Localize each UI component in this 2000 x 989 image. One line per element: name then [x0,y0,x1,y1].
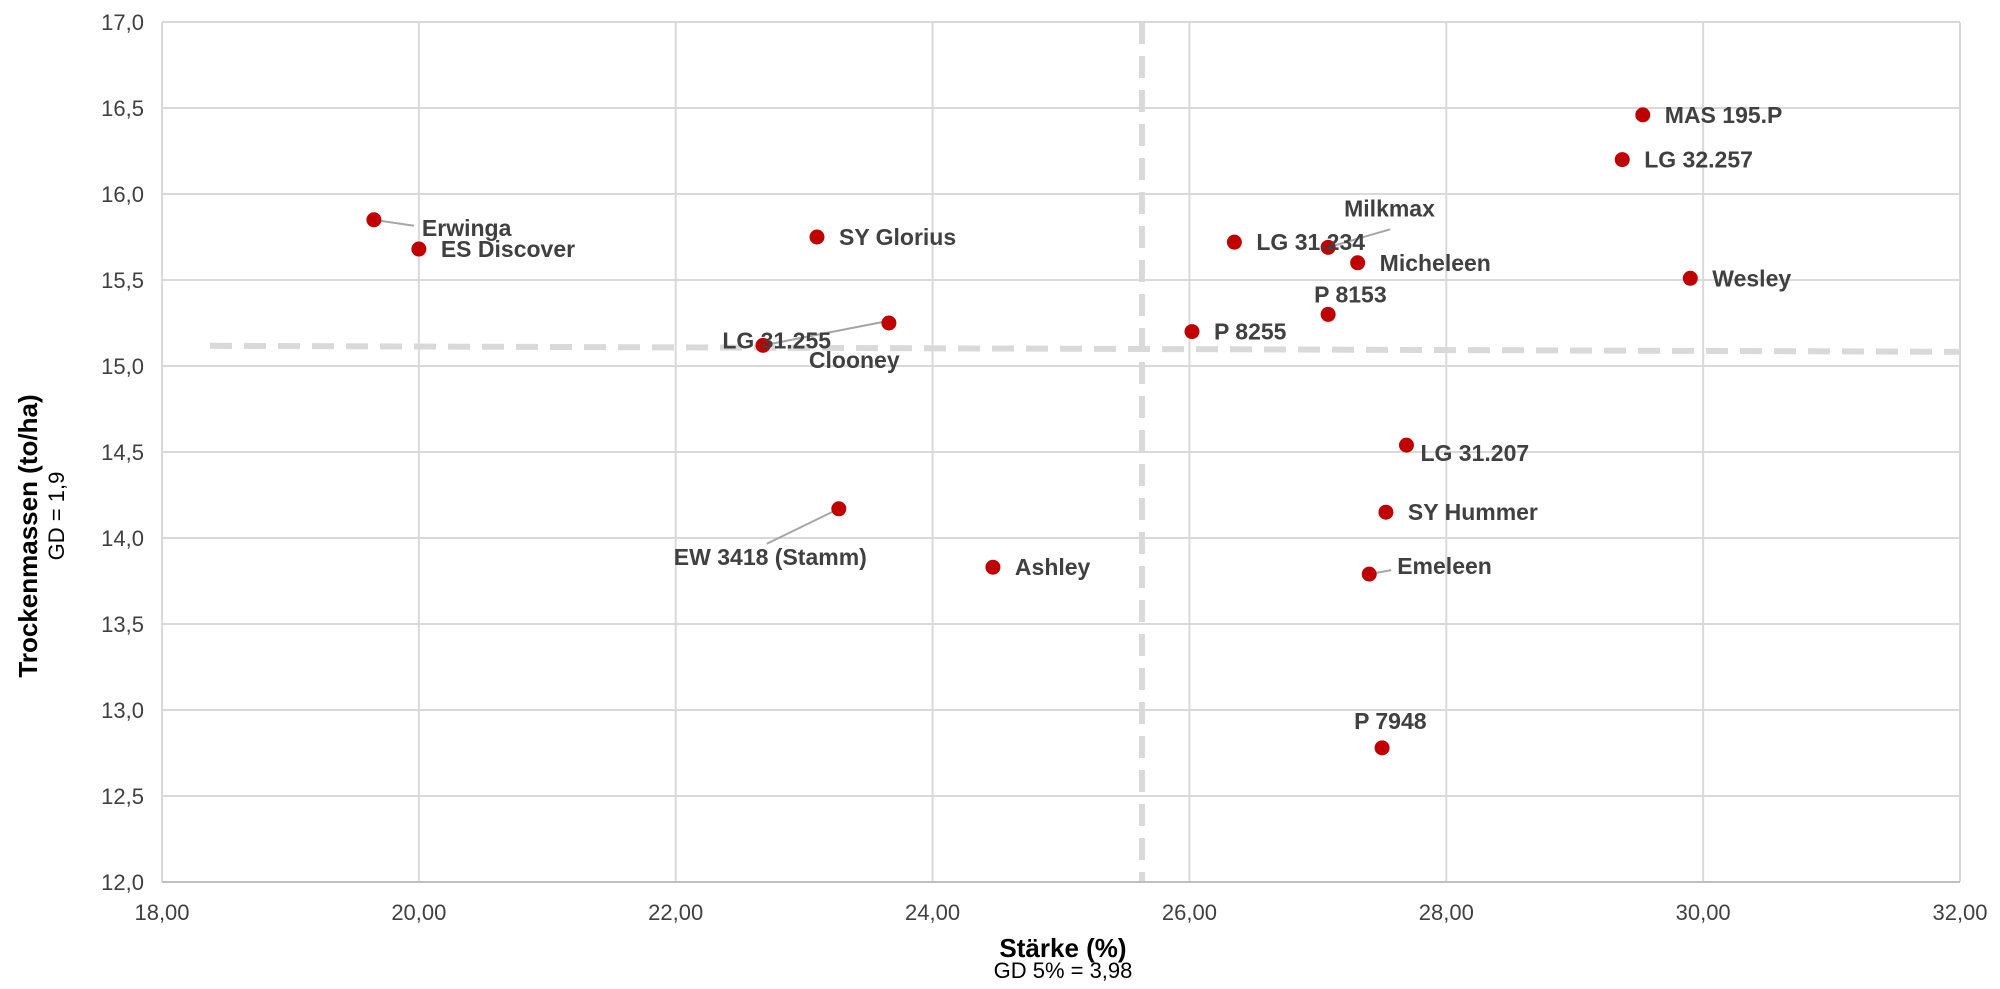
data-point-label: LG 31.207 [1420,440,1529,466]
y-axis-subtitle: GD = 1,9 [44,472,69,561]
data-point-label: Emeleen [1397,553,1492,579]
x-tick-label: 20,00 [391,900,446,925]
data-point [1635,107,1651,123]
y-tick-label: 14,0 [101,526,144,551]
data-point-label: ES Discover [441,236,575,262]
data-point-label: P 8255 [1214,319,1287,345]
x-tick-label: 18,00 [134,900,189,925]
data-point [809,229,825,245]
horizontal-reference-line [209,342,1961,355]
data-point [1682,270,1698,286]
data-point-label: Micheleen [1380,250,1491,276]
x-axis-subtitle: GD 5% = 3,98 [994,958,1133,983]
label-leader-line [762,319,892,347]
grid-layer [161,21,1961,883]
data-point-label: P 8153 [1314,281,1386,307]
data-point-label: LG 31.234 [1256,229,1365,255]
data-point [755,337,771,353]
data-point-label: Clooney [809,347,900,373]
data-point [411,241,427,257]
y-tick-label: 12,5 [101,784,144,809]
data-point [1614,152,1630,168]
data-point-label: Milkmax [1344,195,1435,221]
y-tick-label: 16,0 [101,182,144,207]
data-point [881,315,897,331]
axes: 12,0 12,5 13,0 13,5 14,0 14,5 15,0 15,5 16,0 16,5… [101,10,1987,925]
y-tick-label: 15,5 [101,268,144,293]
data-point-label: SY Glorius [839,224,956,250]
y-tick-label: 13,5 [101,612,144,637]
data-point [1350,255,1366,271]
data-point [1320,239,1336,255]
reference-lines [209,22,1961,882]
data-point-label: Ashley [1015,554,1091,580]
data-point-label: EW 3418 (Stamm) [674,544,867,570]
y-tick-label: 14,5 [101,440,144,465]
label-leader-line [766,507,840,545]
data-point-label: Erwinga [422,215,512,241]
y-tick-label: 15,0 [101,354,144,379]
x-axis-title: Stärke (%) [999,933,1126,963]
label-leader-line [1327,228,1391,249]
data-point [366,212,382,228]
data-point [1374,740,1390,756]
data-point-label: Wesley [1712,265,1791,291]
data-point-label: P 7948 [1354,708,1427,734]
x-tick-label: 26,00 [1162,900,1217,925]
x-tick-label: 30,00 [1676,900,1731,925]
data-point [1184,324,1200,340]
data-point-label: MAS 195.P [1665,102,1783,128]
data-point [985,559,1001,575]
data-point [1361,566,1377,582]
x-tick-label: 28,00 [1419,900,1474,925]
y-tick-label: 13,0 [101,698,144,723]
y-axis-title: Trockenmassen (to/ha) [13,394,43,677]
y-tick-label: 12,0 [101,870,144,895]
leader-lines [373,218,1392,576]
x-tick-label: 24,00 [905,900,960,925]
data-point-label: LG 31.255 [722,327,831,353]
data-point-label: SY Hummer [1408,499,1538,525]
data-point [1226,234,1242,250]
data-point [1378,504,1394,520]
data-point-label: LG 32.257 [1644,147,1753,173]
y-tick-label: 17,0 [101,10,144,35]
x-tick-label: 22,00 [648,900,703,925]
data-point [1320,306,1336,322]
data-points [366,107,1698,756]
y-tick-label: 16,5 [101,96,144,121]
data-point [1398,437,1414,453]
x-tick-label: 32,00 [1932,900,1987,925]
data-point [831,501,847,517]
